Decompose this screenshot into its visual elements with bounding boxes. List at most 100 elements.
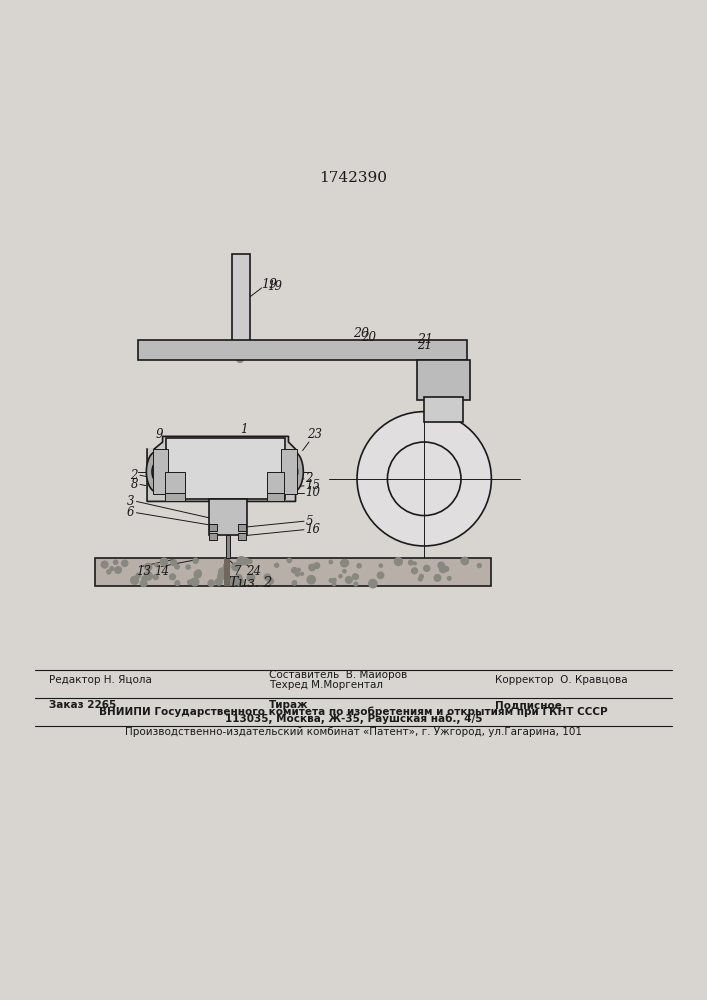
- Text: 20: 20: [361, 331, 375, 344]
- Circle shape: [235, 577, 243, 585]
- Circle shape: [268, 578, 274, 584]
- Text: 2: 2: [130, 469, 138, 482]
- Circle shape: [197, 570, 201, 574]
- Circle shape: [414, 562, 416, 565]
- Circle shape: [409, 560, 413, 565]
- Circle shape: [343, 570, 346, 573]
- Text: 21: 21: [417, 333, 433, 346]
- Bar: [267, 472, 284, 493]
- Circle shape: [411, 568, 417, 574]
- Bar: [224, 558, 230, 586]
- Ellipse shape: [387, 442, 461, 516]
- Text: 19: 19: [267, 280, 282, 293]
- Text: Τиз. 2: Τиз. 2: [229, 576, 273, 590]
- Circle shape: [194, 571, 201, 578]
- Bar: [238, 524, 246, 531]
- Circle shape: [287, 558, 291, 563]
- Circle shape: [238, 557, 245, 565]
- Bar: [232, 254, 250, 359]
- Ellipse shape: [146, 451, 168, 492]
- Text: Техред М.Моргентал: Техред М.Моргентал: [269, 680, 382, 690]
- Circle shape: [274, 563, 279, 567]
- Text: ВНИИПИ Государственного комитета по изобретениям и открытиям при ГКНТ СССР: ВНИИПИ Государственного комитета по изоб…: [99, 707, 608, 717]
- Text: Подписное: Подписное: [495, 700, 562, 710]
- Bar: [95, 558, 491, 586]
- Circle shape: [292, 581, 297, 585]
- Text: 20: 20: [354, 327, 370, 340]
- Text: Тираж: Тираж: [269, 700, 308, 710]
- Circle shape: [357, 564, 361, 568]
- Circle shape: [216, 578, 222, 585]
- Ellipse shape: [357, 412, 491, 546]
- Circle shape: [379, 564, 382, 567]
- Circle shape: [153, 575, 158, 580]
- Circle shape: [175, 581, 180, 585]
- Text: 16: 16: [305, 523, 320, 536]
- Circle shape: [300, 572, 303, 575]
- Circle shape: [329, 579, 333, 582]
- Text: 21: 21: [417, 339, 432, 352]
- Text: 113035, Москва, Ж-35, Раушская наб., 4/5: 113035, Москва, Ж-35, Раушская наб., 4/5: [225, 714, 482, 724]
- Circle shape: [107, 570, 111, 574]
- Bar: [209, 533, 217, 540]
- Bar: [281, 449, 297, 494]
- Bar: [424, 397, 463, 422]
- Text: Составитель  В. Майоров: Составитель В. Майоров: [269, 670, 407, 680]
- Circle shape: [448, 577, 451, 580]
- Circle shape: [101, 561, 108, 568]
- Circle shape: [175, 565, 180, 569]
- Circle shape: [193, 558, 198, 563]
- Circle shape: [296, 572, 300, 576]
- Circle shape: [122, 560, 128, 566]
- Bar: [209, 499, 247, 535]
- Circle shape: [155, 563, 158, 566]
- Bar: [226, 535, 230, 558]
- Bar: [238, 533, 246, 540]
- Circle shape: [232, 563, 240, 571]
- Circle shape: [191, 578, 199, 586]
- Circle shape: [314, 563, 320, 568]
- Circle shape: [110, 567, 114, 571]
- Circle shape: [307, 576, 315, 584]
- Text: Заказ 2265: Заказ 2265: [49, 700, 117, 710]
- Circle shape: [395, 558, 402, 565]
- Circle shape: [343, 560, 349, 566]
- Text: 24: 24: [246, 565, 261, 578]
- Ellipse shape: [282, 451, 303, 492]
- Circle shape: [235, 574, 242, 580]
- Text: 6: 6: [127, 506, 134, 519]
- Text: 7: 7: [233, 565, 241, 578]
- Ellipse shape: [288, 463, 298, 481]
- Text: 2: 2: [305, 472, 313, 485]
- Text: 23: 23: [308, 428, 322, 441]
- Circle shape: [434, 575, 440, 581]
- Bar: [165, 493, 185, 501]
- Circle shape: [346, 577, 352, 583]
- Text: 13: 13: [136, 565, 151, 578]
- Circle shape: [298, 568, 300, 571]
- Text: 15: 15: [305, 479, 320, 492]
- Polygon shape: [147, 436, 296, 501]
- Circle shape: [144, 572, 152, 580]
- Text: 5: 5: [305, 515, 313, 528]
- Text: 1: 1: [240, 423, 248, 436]
- Circle shape: [339, 575, 342, 578]
- Bar: [209, 524, 217, 531]
- Circle shape: [329, 560, 332, 564]
- Circle shape: [145, 563, 152, 571]
- Circle shape: [136, 573, 141, 577]
- Circle shape: [264, 574, 271, 580]
- Text: 1742390: 1742390: [320, 171, 387, 185]
- Circle shape: [247, 574, 255, 581]
- Text: Редактор Н. Яцола: Редактор Н. Яцола: [49, 675, 153, 685]
- Circle shape: [187, 580, 192, 585]
- Circle shape: [477, 564, 481, 568]
- Text: Корректор  О. Кравцова: Корректор О. Кравцова: [495, 675, 628, 685]
- Circle shape: [141, 580, 147, 587]
- Circle shape: [378, 572, 384, 578]
- Text: 10: 10: [305, 486, 320, 499]
- Circle shape: [242, 558, 249, 565]
- Circle shape: [309, 564, 315, 571]
- Circle shape: [248, 560, 252, 563]
- Circle shape: [171, 560, 177, 566]
